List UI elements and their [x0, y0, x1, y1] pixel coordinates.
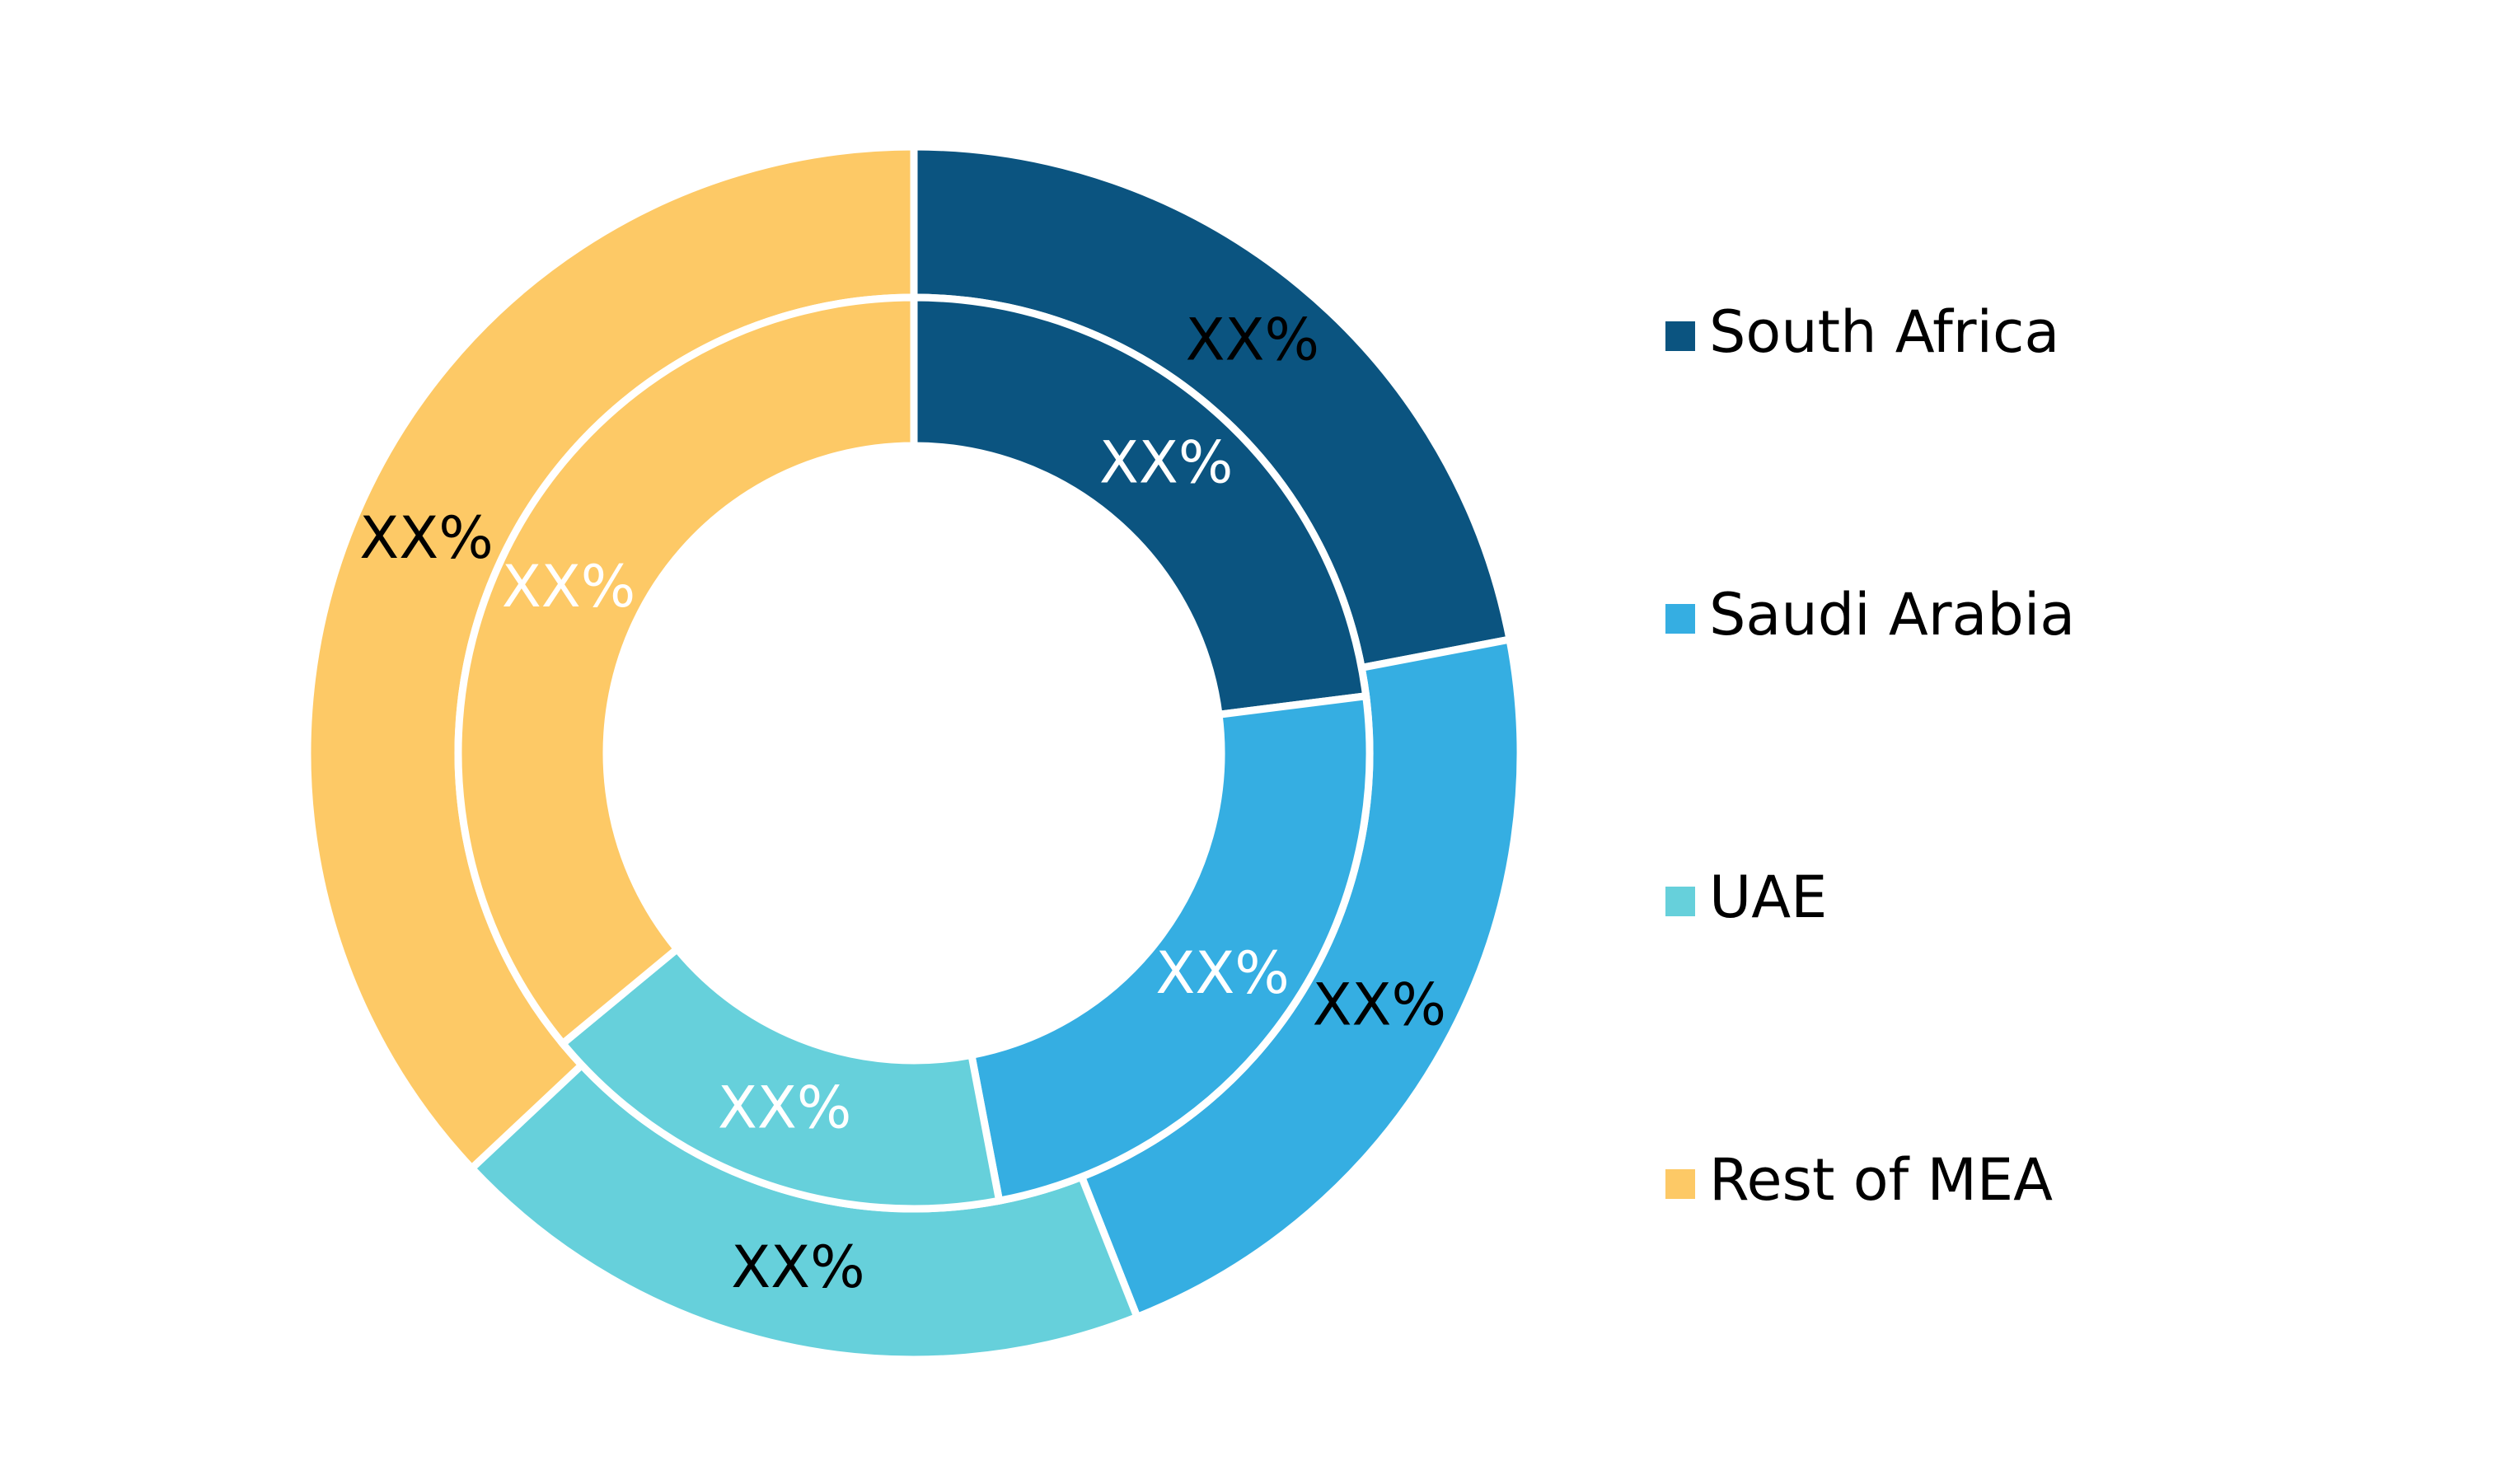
- donut-slice: [910, 293, 1370, 719]
- donut-slice: [557, 943, 1004, 1213]
- legend-swatch: [1665, 604, 1695, 634]
- data-label: XX%: [718, 1074, 851, 1142]
- legend-label: South Africa: [1709, 298, 2059, 366]
- data-label: XX%: [502, 553, 635, 620]
- data-label: XX%: [359, 504, 493, 572]
- data-label: XX%: [1099, 429, 1233, 497]
- data-label: XX%: [1186, 306, 1319, 373]
- legend-swatch: [1665, 1169, 1695, 1199]
- donut-slice: [967, 691, 1374, 1205]
- data-label: XX%: [731, 1234, 864, 1301]
- legend-label: UAE: [1709, 864, 1827, 931]
- legend-label: Saudi Arabia: [1709, 581, 2075, 648]
- legend-label: Rest of MEA: [1709, 1146, 2053, 1214]
- data-label: XX%: [1155, 939, 1289, 1007]
- donut-slice: [454, 293, 918, 1049]
- data-label: XX%: [1313, 971, 1446, 1039]
- legend-swatch: [1665, 887, 1695, 916]
- legend-swatch: [1665, 321, 1695, 351]
